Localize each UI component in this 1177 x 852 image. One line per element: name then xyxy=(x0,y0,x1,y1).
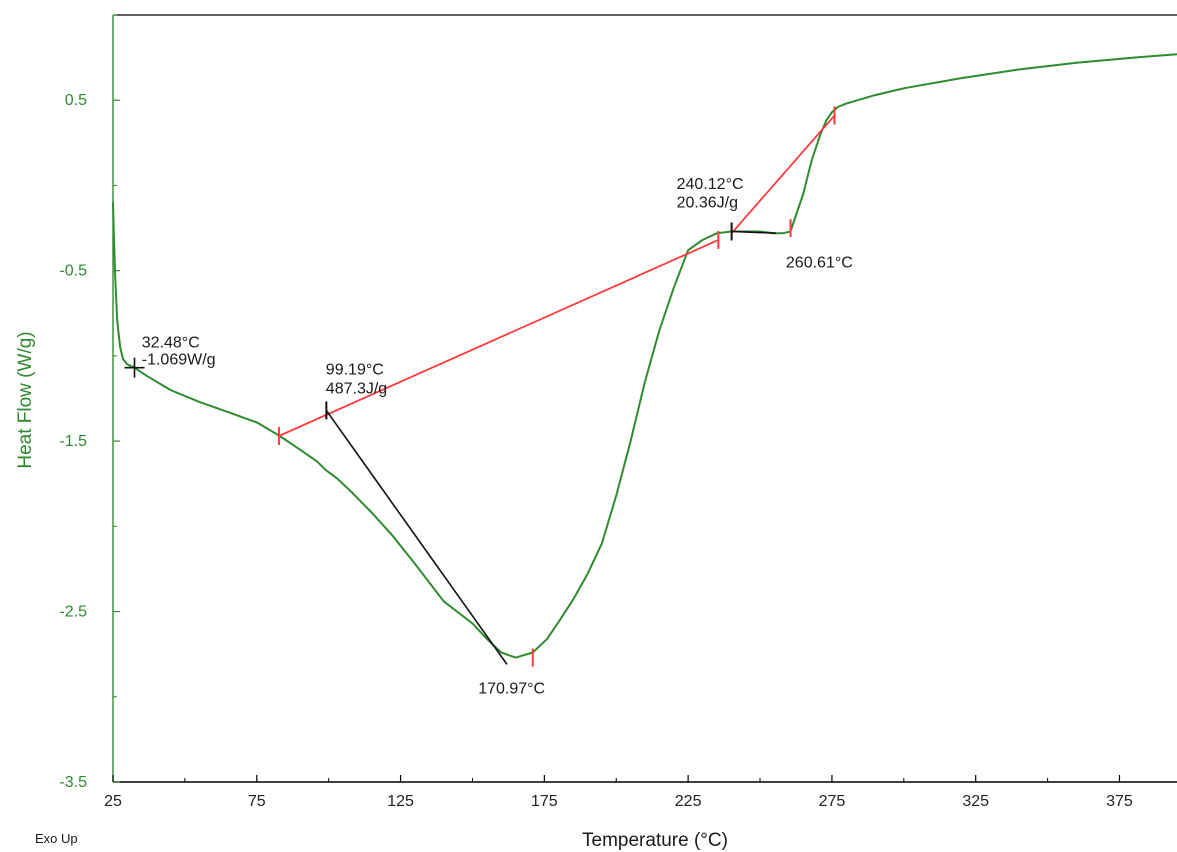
axes: 0.5 -0.5 -1.5 -2.5 -3.5 25 75 125 175 225 275 325 37… xyxy=(59,14,1133,810)
x-tick-label: 175 xyxy=(531,793,558,810)
y-tick-label: 0.5 xyxy=(65,92,87,109)
y-tick-label: -1.5 xyxy=(59,433,87,450)
x-tick-label: 275 xyxy=(819,793,846,810)
x-tick-label: 375 xyxy=(1106,793,1133,810)
onset-tangent xyxy=(731,230,776,234)
x-axis-title: Temperature (°C) xyxy=(582,830,728,851)
annotation-label: 240.12°C xyxy=(677,176,744,193)
x-tick-label: 25 xyxy=(104,793,122,810)
markers xyxy=(124,106,836,667)
y-tick-label: -0.5 xyxy=(59,263,87,280)
y-axis-title: Heat Flow (W/g) xyxy=(15,331,36,468)
annotation-label: 260.61°C xyxy=(786,254,853,271)
x-tick-label: 75 xyxy=(248,793,266,810)
analysis-lines xyxy=(278,114,836,665)
heat-flow-curve xyxy=(112,53,1177,659)
exo-up-label: Exo Up xyxy=(35,831,78,846)
annotation-label: -1.069W/g xyxy=(142,351,216,368)
y-tick-label: -3.5 xyxy=(59,774,87,791)
integration-baseline xyxy=(278,239,719,437)
annotation-label: 99.19°C xyxy=(326,362,384,379)
curve-layer xyxy=(112,53,1177,659)
annotation-label: 32.48°C xyxy=(142,334,200,351)
x-tick-label: 125 xyxy=(387,793,414,810)
onset-tangent xyxy=(325,409,508,665)
plot-frame xyxy=(112,14,1177,783)
y-tick-label: -2.5 xyxy=(59,604,87,621)
x-tick-label: 325 xyxy=(962,793,989,810)
x-tick-label: 225 xyxy=(675,793,702,810)
annotation-label: 170.97°C xyxy=(478,680,545,697)
annotation-label: 487.3J/g xyxy=(326,380,387,397)
annotation-label: 20.36J/g xyxy=(677,195,738,212)
integration-baseline xyxy=(730,114,836,234)
